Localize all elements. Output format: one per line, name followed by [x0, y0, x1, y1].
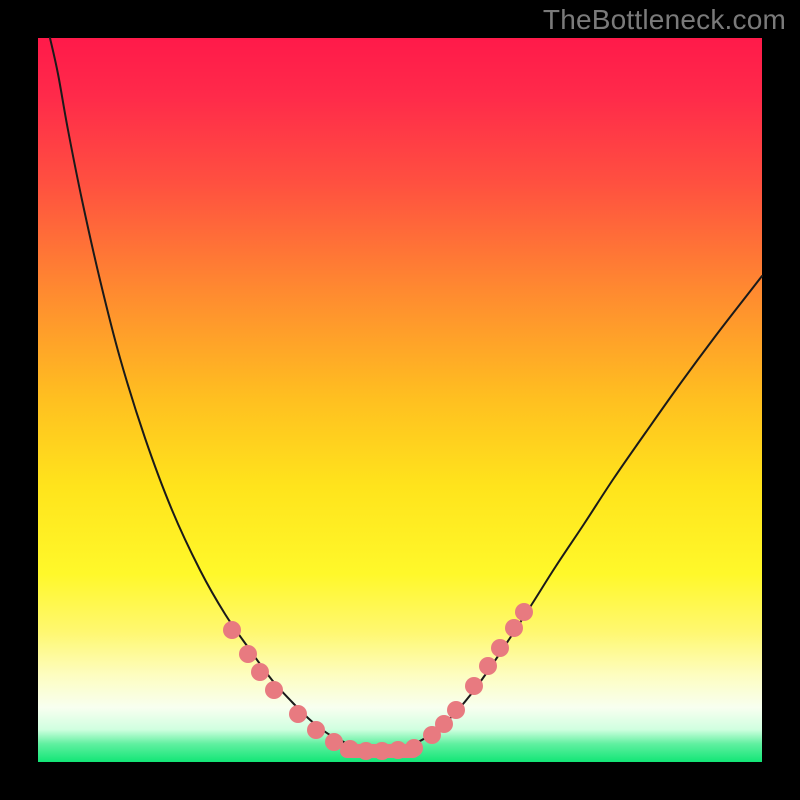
chart-stage: TheBottleneck.com	[0, 0, 800, 800]
data-point-16	[479, 657, 497, 675]
data-point-0	[223, 621, 241, 639]
data-point-18	[505, 619, 523, 637]
data-point-14	[447, 701, 465, 719]
data-point-11	[405, 739, 423, 757]
gradient-panel	[38, 38, 762, 762]
data-point-7	[341, 740, 359, 758]
data-point-9	[373, 742, 391, 760]
data-point-10	[389, 741, 407, 759]
data-point-3	[265, 681, 283, 699]
data-point-5	[307, 721, 325, 739]
data-point-4	[289, 705, 307, 723]
data-point-15	[465, 677, 483, 695]
data-point-13	[435, 715, 453, 733]
data-point-6	[325, 733, 343, 751]
data-point-2	[251, 663, 269, 681]
data-point-1	[239, 645, 257, 663]
data-point-19	[515, 603, 533, 621]
data-point-8	[357, 742, 375, 760]
data-point-17	[491, 639, 509, 657]
chart-svg	[0, 0, 800, 800]
watermark-label: TheBottleneck.com	[543, 4, 786, 36]
